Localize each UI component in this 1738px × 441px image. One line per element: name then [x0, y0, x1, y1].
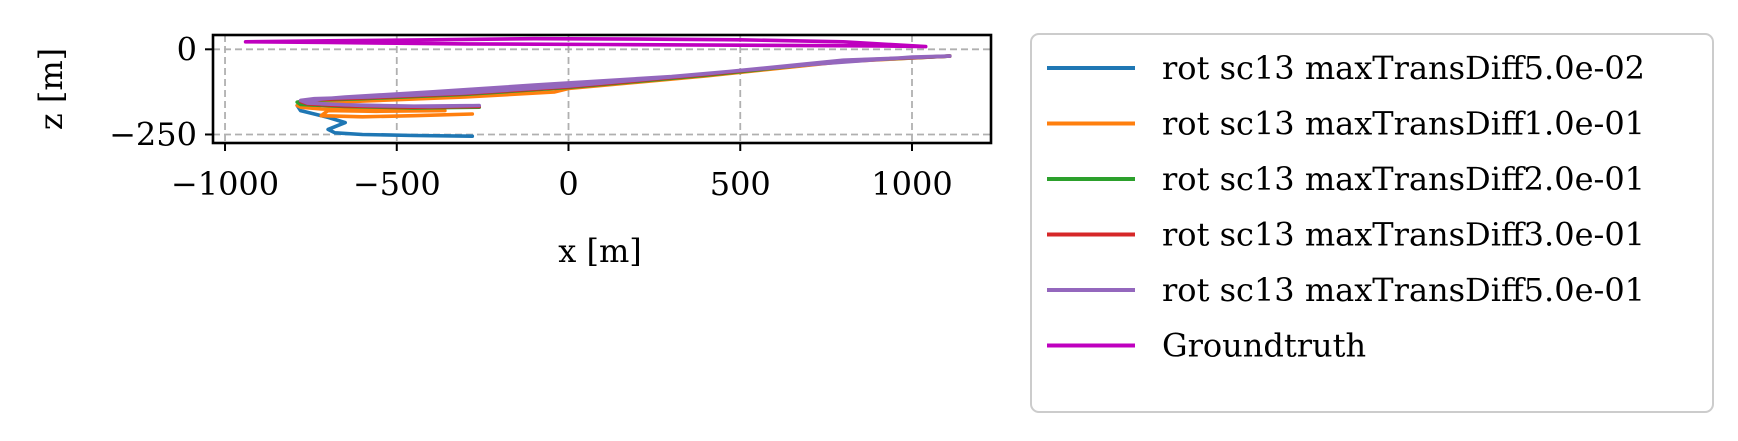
x-tick-label: 0 [558, 165, 578, 203]
legend-box [1030, 33, 1714, 413]
legend-entry: Groundtruth [1047, 327, 1366, 365]
legend-entry: rot sc13 maxTransDiff5.0e-02 [1047, 49, 1645, 87]
legend-label: Groundtruth [1162, 327, 1366, 365]
x-tick-label: 500 [710, 165, 771, 203]
legend-entry: rot sc13 maxTransDiff2.0e-01 [1047, 160, 1645, 198]
legend-label: rot sc13 maxTransDiff5.0e-02 [1162, 49, 1645, 87]
legend-entry: rot sc13 maxTransDiff5.0e-01 [1047, 271, 1645, 309]
series-line [243, 36, 928, 49]
y-tick-label: 0 [177, 30, 197, 68]
y-tick-label: −250 [109, 115, 197, 153]
grid [213, 35, 991, 143]
legend-label: rot sc13 maxTransDiff2.0e-01 [1162, 160, 1645, 198]
legend-label: rot sc13 maxTransDiff3.0e-01 [1162, 216, 1645, 254]
y-axis-label: z [m] [32, 48, 70, 130]
legend-label: rot sc13 maxTransDiff5.0e-01 [1162, 271, 1645, 309]
legend: rot sc13 maxTransDiff5.0e-02 rot sc13 max… [1030, 33, 1714, 413]
legend-entry: rot sc13 maxTransDiff3.0e-01 [1047, 216, 1645, 254]
legend-label: rot sc13 maxTransDiff1.0e-01 [1162, 105, 1645, 143]
axis-ticks: −1000 −500 0 500 1000 0 −250 [109, 30, 953, 203]
x-tick-label: −500 [353, 165, 441, 203]
x-tick-label: −1000 [171, 165, 279, 203]
series-line [298, 54, 952, 109]
x-tick-label: 1000 [871, 165, 952, 203]
plot-frame [211, 33, 993, 145]
plot-area [243, 36, 952, 138]
x-axis-label: x [m] [558, 232, 642, 270]
legend-entry: rot sc13 maxTransDiff1.0e-01 [1047, 105, 1645, 143]
